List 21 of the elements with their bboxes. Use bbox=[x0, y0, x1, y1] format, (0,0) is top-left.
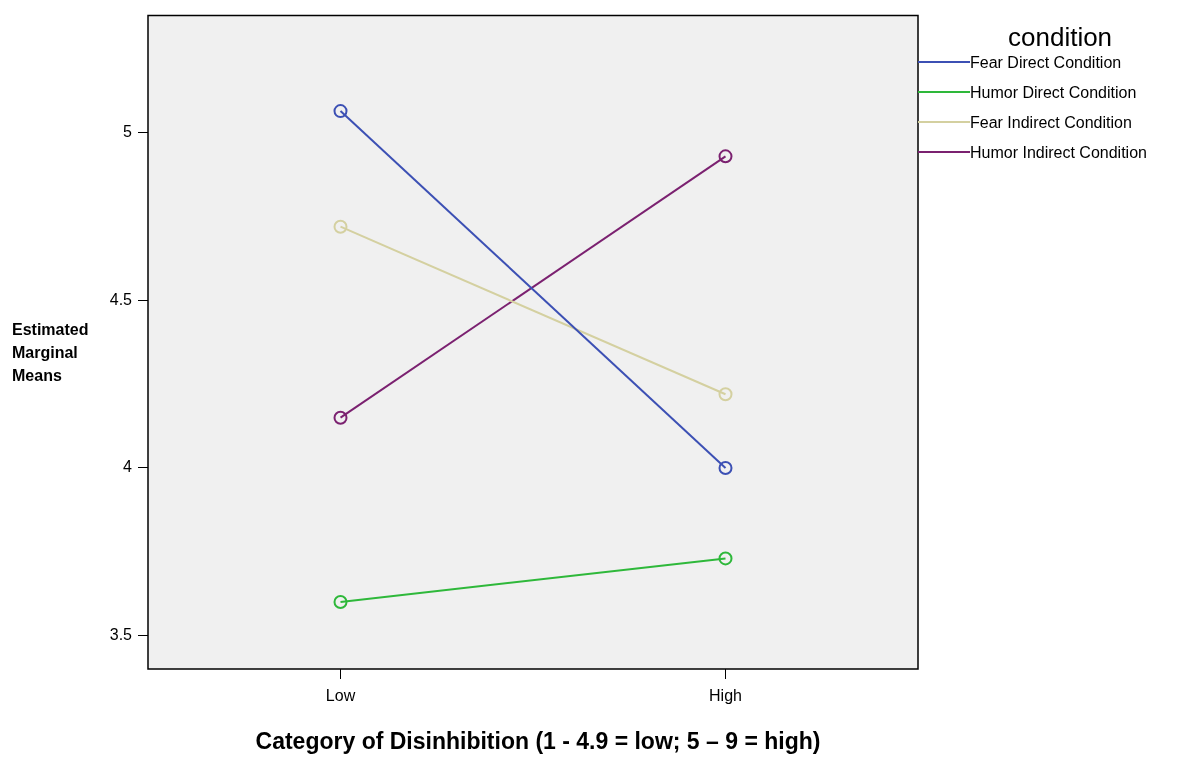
y-axis-title: Estimated Marginal Means bbox=[12, 320, 90, 386]
x-axis-title: Category of Disinhibition (1 - 4.9 = low; 5 – 9 = high) bbox=[254, 728, 822, 755]
point bbox=[333, 594, 348, 609]
y-tick-label: 5 bbox=[123, 123, 133, 141]
point bbox=[718, 387, 733, 402]
y-tick-label: 4 bbox=[123, 458, 133, 476]
legend-label: Humor Indirect Condition bbox=[970, 143, 1148, 163]
legend-title: condition bbox=[1008, 22, 1114, 52]
y-tick-label: 3.5 bbox=[109, 625, 133, 643]
x-tick-label: High bbox=[709, 687, 742, 705]
legend-label: Fear Direct Condition bbox=[970, 53, 1123, 73]
point bbox=[333, 219, 348, 234]
x-tick-label: Low bbox=[325, 687, 356, 705]
point bbox=[718, 149, 733, 164]
point bbox=[333, 104, 348, 119]
point bbox=[333, 410, 348, 425]
legend-label: Humor Direct Condition bbox=[970, 83, 1138, 103]
legend-label: Fear Indirect Condition bbox=[970, 113, 1133, 133]
point bbox=[718, 460, 733, 475]
point bbox=[718, 551, 733, 566]
y-tick-label: 4.5 bbox=[109, 290, 133, 308]
